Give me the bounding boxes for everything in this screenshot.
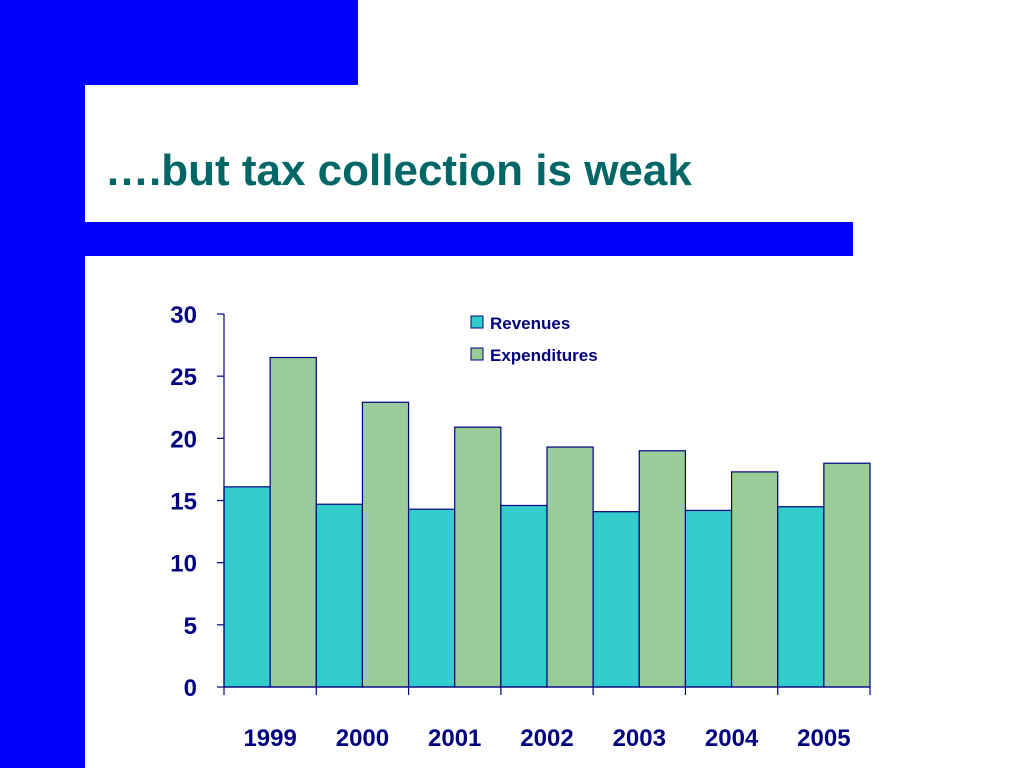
legend-label-revenues: Revenues (490, 314, 570, 333)
left-blue-bar (0, 0, 85, 768)
y-tick-label-30: 30 (170, 302, 197, 329)
bar-expenditures-2004 (730, 471, 779, 688)
x-tick-label-2002: 2002 (520, 725, 573, 752)
bar-expenditures-2003 (638, 450, 687, 688)
bar-revenues-2002 (500, 504, 548, 688)
legend-swatch-revenues (470, 315, 484, 329)
bar-revenues-2004 (684, 509, 733, 688)
top-blue-bar (0, 0, 358, 85)
x-tick-label-2005: 2005 (797, 725, 850, 752)
axes: 0 5 10 15 20 25 30 1999 2000 2001 2002 2003 2004 2005 (170, 302, 871, 752)
bar-revenues-2003 (592, 511, 640, 688)
title-underline-band (85, 222, 853, 256)
bar-revenues-2005 (777, 506, 825, 688)
legend-label-expenditures: Expenditures (490, 346, 598, 365)
y-tick-label-25: 25 (170, 364, 197, 391)
bar-expenditures-2000 (361, 401, 410, 688)
y-tick-label-20: 20 (170, 426, 197, 453)
x-tick-label-2003: 2003 (613, 725, 666, 752)
x-tick-label-2001: 2001 (428, 725, 481, 752)
x-tick-label-2004: 2004 (705, 725, 759, 752)
y-tick-label-15: 15 (170, 489, 197, 516)
y-tick-label-0: 0 (184, 675, 197, 702)
x-tick-label-2000: 2000 (336, 725, 389, 752)
bar-expenditures-1999 (269, 356, 317, 688)
bars (223, 356, 871, 688)
legend-swatch-expenditures (470, 347, 484, 361)
bar-revenues-1999 (223, 486, 271, 688)
x-tick-label-1999: 1999 (243, 725, 296, 752)
y-tick-label-10: 10 (170, 551, 197, 578)
y-tick-label-5: 5 (184, 613, 197, 640)
slide-title: ….but tax collection is weak (105, 146, 692, 195)
bar-expenditures-2005 (823, 462, 871, 688)
bar-expenditures-2002 (546, 446, 594, 688)
bar-revenues-2000 (315, 503, 364, 688)
legend: Revenues Expenditures (470, 314, 598, 365)
bar-revenues-2001 (407, 508, 456, 688)
bar-expenditures-2001 (454, 426, 502, 688)
